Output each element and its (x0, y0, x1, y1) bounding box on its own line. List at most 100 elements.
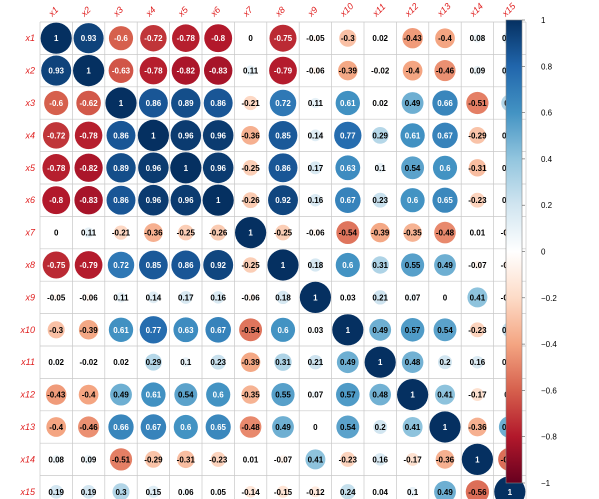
corr-value-x6-x11: 0.23 (372, 196, 388, 205)
corr-circle-x3-x3 (105, 87, 137, 119)
column-label-x7: x7 (240, 4, 255, 19)
corr-value-x3-x13: 0.66 (437, 99, 453, 108)
corr-circle-x11-x6 (210, 354, 226, 370)
corr-value-x5-x6: 0.96 (210, 164, 226, 173)
corr-value-x12-x4: 0.61 (146, 391, 162, 400)
corr-value-x4-x7: -0.36 (241, 131, 260, 140)
corr-value-x12-x9: 0.07 (308, 391, 324, 400)
corr-circle-x12-x12 (397, 379, 429, 411)
corr-value-x8-x7: -0.25 (241, 261, 260, 270)
row-labels: x1 x2 x3 x4 x5 x6 x7 x8 x9 x10 x11 x12 x13 x14 x15 (19, 33, 36, 497)
corr-circle-x8-x4 (139, 250, 168, 280)
corr-value-x8-x1: -0.75 (47, 261, 66, 270)
corr-circle-x11-x10 (336, 351, 359, 374)
corr-circle-x11-x8 (274, 353, 292, 371)
corr-value-x7-x5: -0.25 (177, 229, 196, 238)
corr-value-x9-x6: 0.16 (210, 293, 226, 302)
row-label-x8: x8 (24, 260, 35, 270)
corr-value-x11-x1: 0.02 (48, 358, 64, 367)
corr-circle-x1-x13 (435, 28, 455, 49)
corr-circle-x10-x6 (205, 317, 231, 343)
colorbar: 1 0.8 0.6 0.4 0.2 0 −0.2 −0.4 −0.6 −0.8 −1 (505, 16, 557, 488)
row-label-x9: x9 (24, 292, 35, 302)
corr-value-x10-x5: 0.63 (178, 326, 194, 335)
corr-circle-x10-x4 (139, 316, 168, 344)
corr-circle-x14-x12 (406, 452, 420, 466)
corr-circle-x11-x12 (401, 351, 424, 374)
corr-circle-x11-x7 (240, 352, 261, 372)
corr-value-x2-x9: -0.06 (306, 67, 325, 76)
corr-circle-x3-x12 (401, 92, 424, 114)
corr-circle-x15-x14 (465, 480, 490, 499)
corr-value-x15-x15: 1 (508, 488, 513, 497)
column-labels: x1 x2 x3 x4 x5 x6 x7 x8 x9 x10 x11 x12 x13 x14 x15 (46, 0, 518, 19)
corr-circle-x11-x5 (180, 357, 191, 368)
corr-circle-x9-x9 (299, 281, 331, 313)
corr-value-x11-x13: 0.2 (439, 358, 451, 367)
corr-value-x11-x8: 0.31 (275, 358, 291, 367)
row-label-x4: x4 (24, 130, 35, 140)
corr-circle-x13-x10 (336, 415, 360, 439)
corr-value-x14-x7: 0.01 (243, 455, 259, 464)
column-label-x10: x10 (337, 1, 355, 19)
corr-value-x11-x9: 0.21 (308, 358, 324, 367)
corr-circle-x3-x7 (243, 95, 258, 111)
corr-circle-x5-x7 (242, 160, 259, 176)
corr-circle-x12-x3 (110, 383, 132, 406)
row-label-x15: x15 (19, 487, 36, 497)
corr-value-x12-x11: 0.48 (372, 391, 388, 400)
corr-value-x8-x5: 0.86 (178, 261, 194, 270)
corr-value-x5-x10: 0.63 (340, 164, 356, 173)
corr-circle-x10-x13 (433, 318, 457, 342)
corr-value-x10-x11: 0.49 (372, 326, 388, 335)
corr-circle-x3-x10 (335, 90, 360, 116)
corr-circle-x8-x5 (171, 250, 201, 280)
corr-value-x14-x11: 0.16 (372, 455, 388, 464)
corr-value-x5-x1: -0.78 (47, 164, 66, 173)
corr-value-x2-x4: -0.78 (144, 67, 163, 76)
corr-value-x12-x13: 0.41 (437, 391, 453, 400)
corr-value-x5-x5: 1 (184, 164, 189, 173)
corr-value-x13-x8: 0.49 (275, 423, 291, 432)
corr-circle-x15-x13 (434, 480, 456, 499)
corr-circle-x11-x3 (118, 359, 124, 365)
corr-value-x6-x14: -0.23 (468, 196, 487, 205)
corr-value-x13-x10: 0.54 (340, 423, 356, 432)
corr-circle-x6-x9 (309, 193, 322, 207)
corr-value-x12-x6: 0.6 (213, 391, 225, 400)
corr-circle-x10-x2 (78, 320, 99, 340)
column-label-x2: x2 (78, 5, 93, 20)
corr-circle-x5-x8 (268, 153, 298, 183)
corr-circle-x7-x3 (113, 225, 129, 240)
corr-circle-x8-x11 (371, 256, 389, 274)
corr-value-x6-x8: 0.92 (275, 196, 291, 205)
corr-value-x1-x13: -0.4 (438, 34, 452, 43)
row-label-x7: x7 (24, 228, 36, 238)
corr-circle-x14-x13 (435, 450, 455, 469)
corr-circle-x3-x11 (377, 100, 383, 106)
corr-value-x10-x13: 0.54 (437, 326, 453, 335)
corr-circle-x12-x6 (206, 382, 231, 407)
corr-circle-x11-x1 (53, 359, 59, 365)
corr-value-x11-x11: 1 (378, 358, 383, 367)
corr-circle-x1-x6 (204, 24, 233, 53)
corr-value-x1-x12: -0.43 (403, 34, 422, 43)
corr-circle-x15-x10 (340, 484, 356, 499)
corr-value-x9-x12: 0.07 (405, 293, 421, 302)
corr-circle-x9-x4 (147, 291, 160, 304)
corr-value-x7-x14: 0.01 (470, 229, 486, 238)
corr-value-x14-x10: -0.23 (339, 455, 358, 464)
corr-value-x7-x7: 1 (248, 229, 253, 238)
corr-circle-x14-x10 (340, 451, 356, 467)
corr-circle-x13-x7 (239, 416, 262, 438)
corr-value-x3-x9: 0.11 (308, 99, 324, 108)
corr-value-x15-x2: 0.19 (81, 488, 97, 497)
corr-value-x1-x5: -0.78 (177, 34, 196, 43)
corr-circle-x4-x10 (334, 121, 362, 150)
column-label-x3: x3 (111, 5, 126, 20)
corr-value-x8-x3: 0.72 (113, 261, 129, 270)
corr-circle-x5-x1 (42, 154, 70, 182)
corr-circle-x2-x6 (203, 56, 233, 85)
corr-circle-x13-x1 (46, 417, 67, 437)
corr-value-x3-x12: 0.49 (405, 99, 421, 108)
